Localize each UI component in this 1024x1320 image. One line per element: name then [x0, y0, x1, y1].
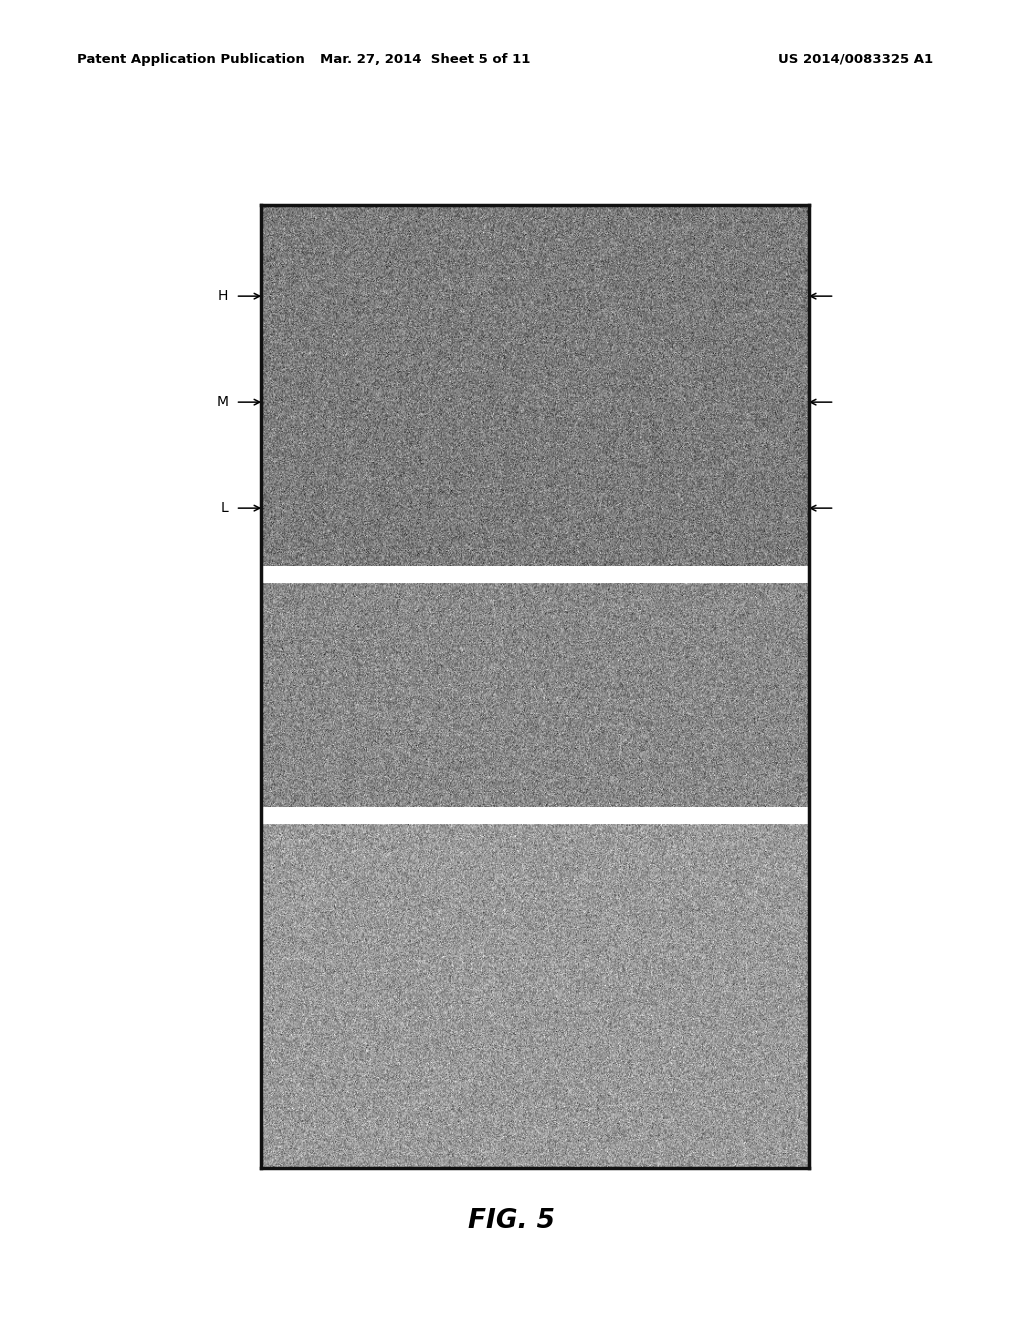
- Text: M: M: [216, 395, 228, 409]
- Text: L: L: [220, 502, 228, 515]
- Text: FIG. 5: FIG. 5: [469, 1208, 555, 1234]
- Text: H: H: [218, 289, 228, 304]
- Text: US 2014/0083325 A1: US 2014/0083325 A1: [778, 53, 933, 66]
- Text: Patent Application Publication: Patent Application Publication: [77, 53, 304, 66]
- Text: Mar. 27, 2014  Sheet 5 of 11: Mar. 27, 2014 Sheet 5 of 11: [319, 53, 530, 66]
